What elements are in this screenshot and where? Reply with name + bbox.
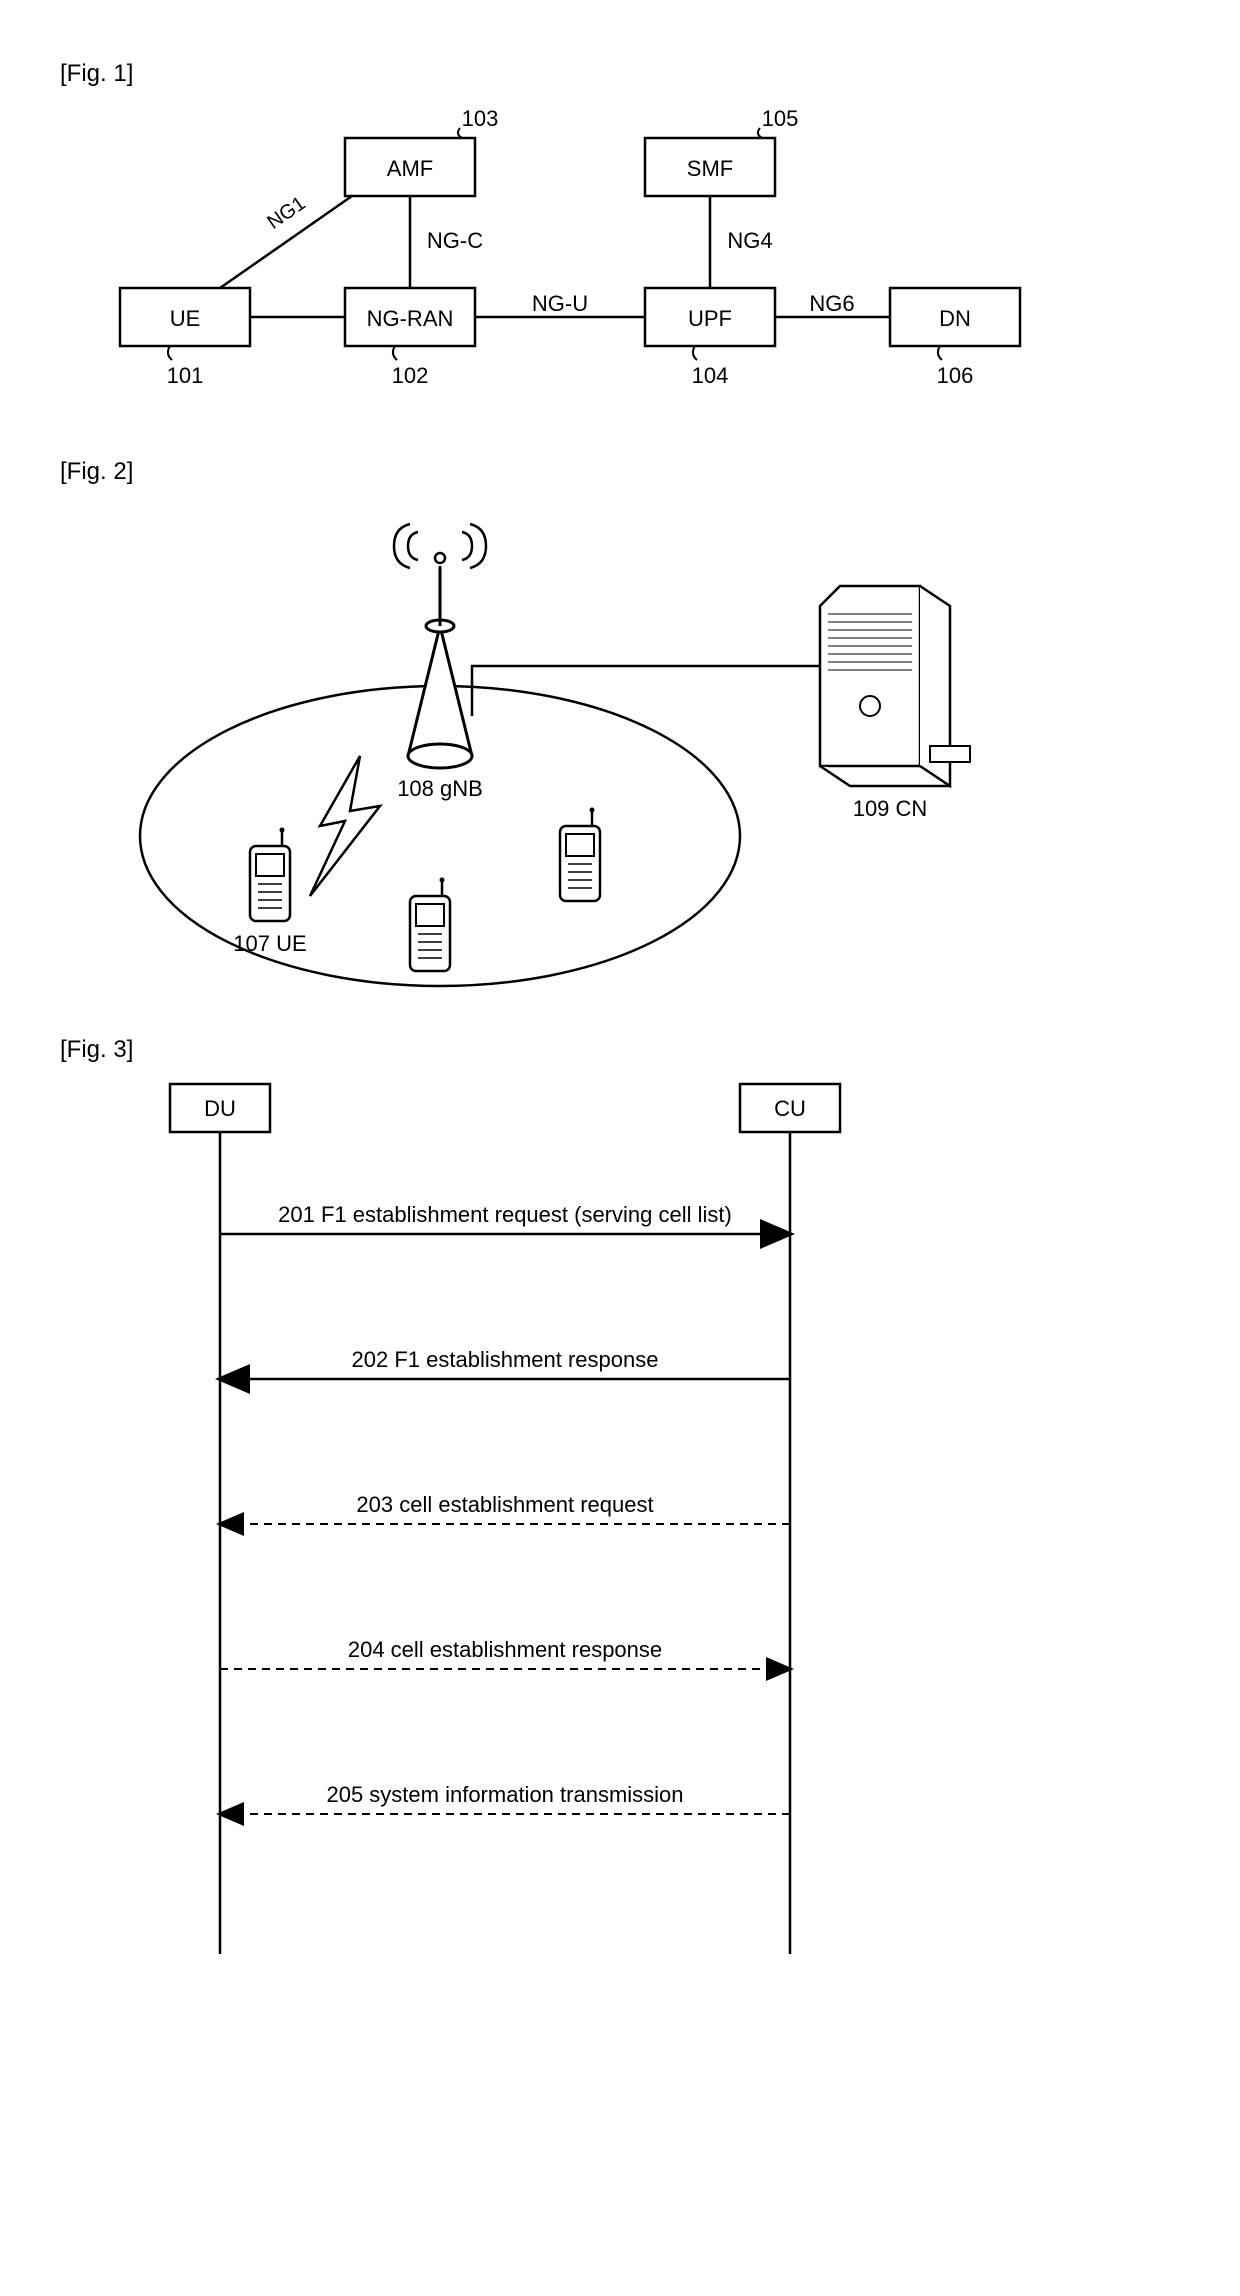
fig2-label: [Fig. 2] <box>60 458 1180 486</box>
ngc-label: NG-C <box>427 228 483 253</box>
cu-text: CU <box>774 1096 806 1121</box>
fig3-diagram: DU CU 201 F1 establishment request (serv… <box>60 1074 1060 1974</box>
msg-text-3: 204 cell establishment response <box>348 1637 662 1662</box>
ng4-label: NG4 <box>727 228 772 253</box>
fig1-diagram: AMF 103 SMF 105 UE 101 NG-RAN 102 UPF 10… <box>60 98 1060 438</box>
fig3-messages: 201 F1 establishment request (serving ce… <box>220 1202 790 1814</box>
du-text: DU <box>204 1096 236 1121</box>
amf-ref: 103 <box>462 106 499 131</box>
du-head: DU <box>170 1084 270 1132</box>
node-ngran: NG-RAN 102 <box>345 288 475 388</box>
node-dn: DN 106 <box>890 288 1020 388</box>
ue-ref: 101 <box>167 363 204 388</box>
ue-107-text: 107 UE <box>233 931 306 956</box>
msg-text-2: 203 cell establishment request <box>356 1492 653 1517</box>
ngu-label: NG-U <box>532 291 588 316</box>
ue-extra-2 <box>560 808 600 902</box>
amf-text: AMF <box>387 156 433 181</box>
ng1-label: NG1 <box>263 192 309 234</box>
cn-server <box>820 586 970 786</box>
node-ue: UE 101 <box>120 288 250 388</box>
cn-text: 109 CN <box>853 796 928 821</box>
fig3-label: [Fig. 3] <box>60 1036 1180 1064</box>
lightning-icon <box>310 756 380 896</box>
smf-ref: 105 <box>762 106 799 131</box>
ue-107 <box>250 828 290 922</box>
fig2-diagram: 108 gNB 107 UE <box>60 496 1060 1016</box>
ngran-ref: 102 <box>392 363 429 388</box>
upf-ref: 104 <box>692 363 729 388</box>
dn-text: DN <box>939 306 971 331</box>
msg-text-4: 205 system information transmission <box>326 1782 683 1807</box>
cu-head: CU <box>740 1084 840 1132</box>
gnb-tower: 108 gNB <box>394 524 486 801</box>
gnb-text: 108 gNB <box>397 776 483 801</box>
msg-text-0: 201 F1 establishment request (serving ce… <box>278 1202 732 1227</box>
ue-text: UE <box>170 306 201 331</box>
ng6-label: NG6 <box>809 291 854 316</box>
fig1-label: [Fig. 1] <box>60 60 1180 88</box>
node-upf: UPF 104 <box>645 288 775 388</box>
ue-extra-1 <box>410 878 450 972</box>
dn-ref: 106 <box>937 363 974 388</box>
ngran-text: NG-RAN <box>367 306 454 331</box>
smf-text: SMF <box>687 156 733 181</box>
upf-text: UPF <box>688 306 732 331</box>
node-amf: AMF 103 <box>345 106 498 196</box>
node-smf: SMF 105 <box>645 106 798 196</box>
msg-text-1: 202 F1 establishment response <box>352 1347 659 1372</box>
